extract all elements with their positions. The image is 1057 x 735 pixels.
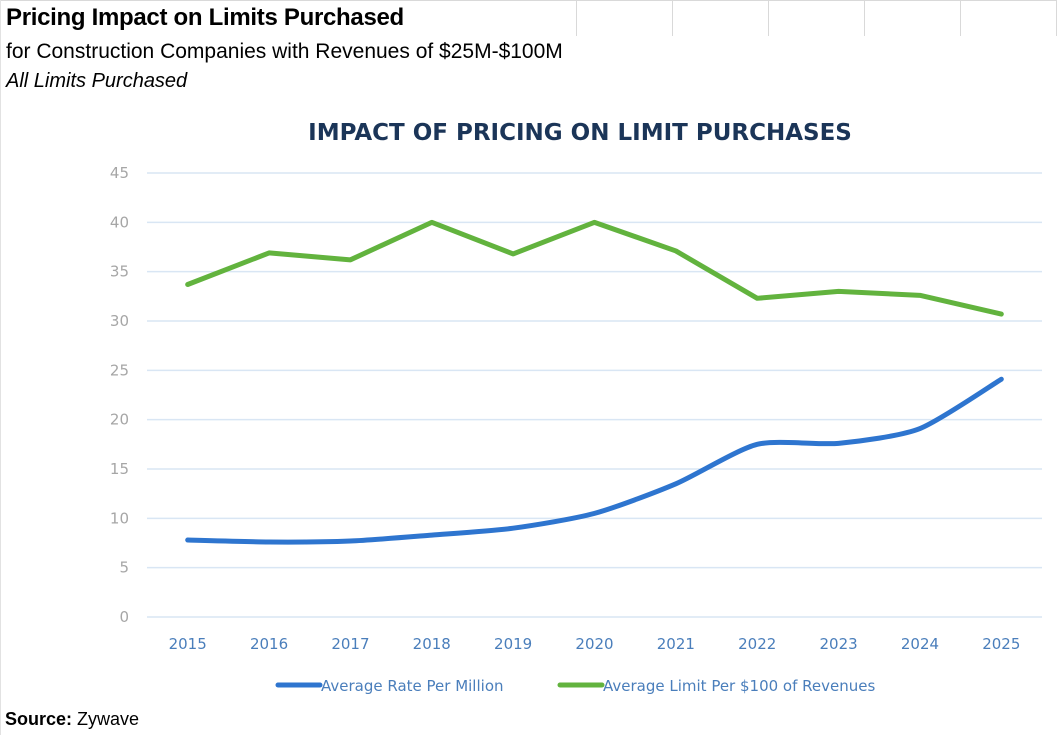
series-0 <box>185 376 1004 545</box>
x-tick-label: 2018 <box>413 635 451 653</box>
y-tick-label: 0 <box>119 608 129 626</box>
gridlines <box>147 172 1042 618</box>
y-tick-label: 25 <box>110 361 129 379</box>
x-tick-label: 2019 <box>494 635 532 653</box>
x-tick-label: 2015 <box>169 635 207 653</box>
legend: Average Rate Per Million Average Limit Pe… <box>275 677 875 695</box>
sheet-cell-divider <box>768 0 769 36</box>
sheet-cell-divider <box>960 0 961 36</box>
x-tick-label: 2025 <box>982 635 1020 653</box>
x-tick-label: 2022 <box>738 635 776 653</box>
legend-item: Average Rate Per Million <box>275 677 504 695</box>
y-tick-label: 45 <box>110 164 129 182</box>
series-lines <box>185 219 1004 545</box>
sheet-cell-divider <box>576 0 577 36</box>
source-label: Source: <box>5 709 73 729</box>
x-tick-label: 2023 <box>819 635 857 653</box>
sheet-cell-divider <box>864 0 865 36</box>
page-subtitle: for Construction Companies with Revenues… <box>6 40 563 63</box>
y-tick-label: 20 <box>110 411 129 429</box>
series-1 <box>185 219 1004 317</box>
chart-title: IMPACT OF PRICING ON LIMIT PURCHASES <box>308 120 852 146</box>
page-title: Pricing Impact on Limits Purchased <box>6 4 404 31</box>
legend-label: Average Limit Per $100 of Revenues <box>603 677 875 695</box>
sheet-top-border <box>0 0 1057 1</box>
y-tick-label: 10 <box>110 509 129 527</box>
y-tick-label: 5 <box>119 559 129 577</box>
x-tick-label: 2020 <box>575 635 613 653</box>
source-line: Source: Zywave <box>5 709 139 730</box>
y-tick-label: 35 <box>110 263 129 281</box>
legend-label: Average Rate Per Million <box>321 677 504 695</box>
x-tick-label: 2017 <box>331 635 369 653</box>
x-axis-ticks: 2015 2016 2017 2018 2019 2020 2021 2022 2023 2024… <box>169 635 1021 653</box>
sheet-left-border <box>0 0 1 735</box>
x-tick-label: 2021 <box>657 635 695 653</box>
sheet-cell-divider <box>672 0 673 36</box>
y-tick-label: 15 <box>110 460 129 478</box>
y-tick-label: 40 <box>110 213 129 231</box>
y-axis-ticks: 0 5 10 15 20 25 30 35 40 45 <box>110 164 129 626</box>
source-value: Zywave <box>77 709 140 729</box>
legend-item: Average Limit Per $100 of Revenues <box>557 677 875 695</box>
x-tick-label: 2016 <box>250 635 288 653</box>
x-tick-label: 2024 <box>901 635 939 653</box>
series-line <box>185 219 1004 317</box>
page-note: All Limits Purchased <box>6 70 188 92</box>
y-tick-label: 30 <box>110 312 129 330</box>
